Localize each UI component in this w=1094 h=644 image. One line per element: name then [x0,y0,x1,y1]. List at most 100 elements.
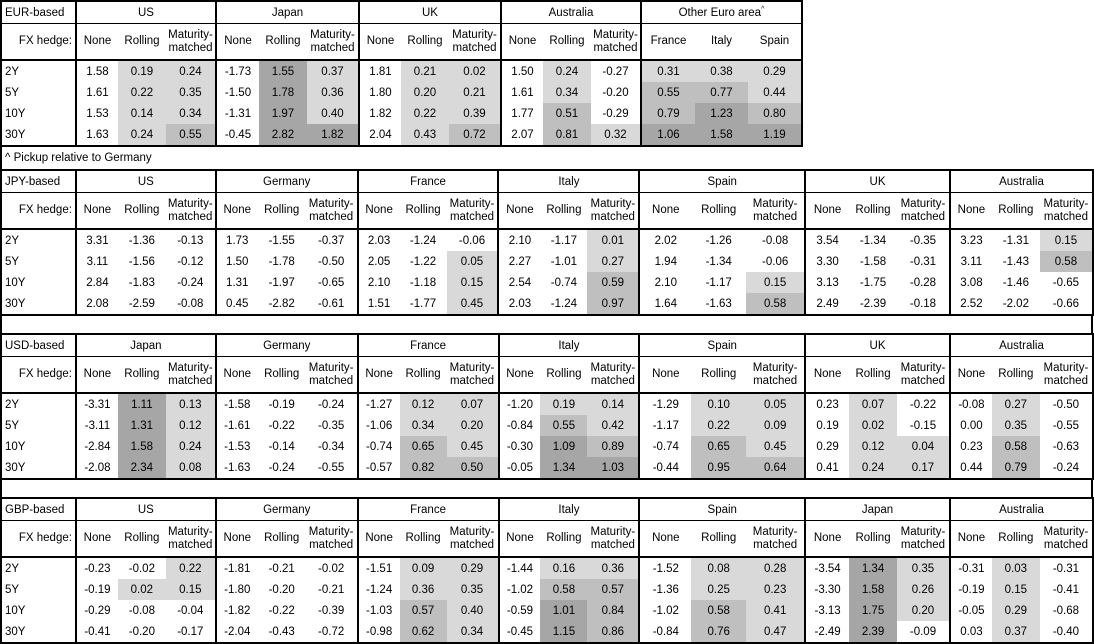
value-cell: 0.04 [897,436,950,457]
value-cell: 0.58 [746,293,806,315]
value-cell: 0.58 [1039,251,1093,272]
value-cell: 1.09 [540,436,588,457]
value-cell: 1.51 [356,293,400,315]
hedge-col-header: Maturity-matched [897,520,950,558]
tenor-label: 30Y [1,293,77,315]
country-header: France [356,334,499,357]
value-cell: 3.54 [804,229,850,251]
country-name: Australia [999,503,1044,516]
table-usd-based: USD-based Japan Germany France Italy Spain UK A… [0,333,1094,480]
value-cell: 0.45 [446,436,499,457]
country-name: Italy [558,339,580,352]
hedge-col-header: None [358,23,401,61]
hedge-col-header: Maturity-matched [165,356,216,394]
value-cell: 0.35 [897,557,950,579]
hedge-col-header: Maturity-matched [897,356,950,394]
country-header: Australia [948,334,1093,357]
country-header: Spain [638,334,806,357]
value-cell: 0.32 [591,124,641,146]
country-header: Italy [497,334,640,357]
country-header: UK [358,1,501,24]
value-cell: 0.09 [746,415,806,436]
value-cell: 0.23 [804,393,850,415]
hedge-col-header: None [356,520,400,558]
value-cell: -0.43 [268,625,295,638]
value-cell: 0.34 [446,621,499,643]
country-name: Italy [558,503,580,516]
block-label: EUR-based [1,1,77,24]
value-cell: -0.19 [74,579,118,600]
value-cell: -0.22 [268,604,295,617]
value-cell: 0.86 [587,621,640,643]
hedge-col-header: Rolling [991,520,1040,558]
value-cell: 0.12 [399,393,447,415]
hedge-col-header: Rolling [991,192,1040,230]
value-cell: 3.08 [948,272,992,293]
tenor-label: 30Y [1,124,77,146]
value-cell: 0.28 [746,557,806,579]
country-header: Japan [215,1,359,24]
value-cell: -0.02 [128,562,155,575]
value-cell: 0.40 [446,600,499,621]
value-cell: -0.20 [128,625,155,638]
hedge-col-header: Rolling [399,356,447,394]
value-cell: -1.26 [705,234,732,247]
country-header: France [356,498,499,521]
value-cell: 0.95 [691,457,747,479]
hedge-col-header: None [638,520,692,558]
value-cell: 1.77 [500,103,543,124]
value-cell: 1.58 [849,579,897,600]
value-cell: -2.84 [74,436,118,457]
tenor-label: 5Y [1,579,77,600]
data-row: 10Y -2.84 1.58 0.24 -1.53 -0.14 -0.34 -0.74 0.65… [1,436,1093,457]
country-header-row: EUR-based US Japan UK Australia Other Euro ar… [1,1,802,24]
value-cell: -1.31 [1002,234,1029,247]
country-name: Germany [263,503,311,516]
value-cell: 0.97 [587,293,640,315]
value-cell: -0.35 [318,419,345,432]
value-cell: -1.97 [268,276,295,289]
value-cell: 0.72 [449,124,501,146]
hedge-col-header: None [356,356,400,394]
value-cell: -1.03 [356,600,400,621]
hedge-col-header: None [948,356,992,394]
value-cell: 0.27 [587,251,640,272]
hedge-col-header: Maturity-matched [446,192,499,230]
value-cell: -1.01 [550,255,577,268]
value-cell: -2.39 [859,297,887,310]
value-cell: 0.13 [165,393,216,415]
value-cell: -1.51 [356,557,400,579]
country-header: France [356,170,499,193]
hedge-col-header: Rolling [691,356,747,394]
value-cell: 0.08 [165,457,216,479]
value-cell: 0.15 [991,579,1040,600]
fx-hedge-label: FX hedge: [1,520,77,558]
hedge-col-header: None [74,356,118,394]
tenor-label: 2Y [1,557,77,579]
value-cell: 2.10 [497,229,541,251]
country-header-row: USD-based Japan Germany France Italy Spain UK A… [1,334,1093,357]
data-row: 2Y 1.58 0.19 0.24 -1.73 1.55 0.37 1.81 0.21 0.02 1… [1,60,802,82]
value-cell: 1.53 [75,103,118,124]
value-cell: 0.76 [691,621,747,643]
table-jpy-based: JPY-based US Germany France Italy Spain UK Aust… [0,169,1094,316]
value-cell: -0.57 [356,457,400,479]
value-cell: 1.78 [259,82,307,103]
value-cell: 2.34 [117,457,166,479]
value-cell: -2.82 [268,297,295,310]
tenor-label: 2Y [1,229,77,251]
value-cell: 0.58 [991,436,1040,457]
value-cell: 0.35 [166,82,216,103]
value-cell: -0.66 [1052,297,1080,310]
value-cell: 0.01 [587,229,640,251]
data-row: 5Y -3.11 1.31 0.12 -1.61 -0.22 -0.35 -1.06 0.34 0… [1,415,1093,436]
hedge-header-row: FX hedge: None Rolling Maturity-matched None… [1,520,1093,558]
hedge-col-header: France [640,23,695,61]
block-label: JPY-based [1,170,77,193]
value-cell: 0.20 [446,415,499,436]
value-cell: -0.72 [318,625,345,638]
value-cell: 2.08 [74,293,118,315]
country-name: France [410,503,446,516]
value-cell: 3.11 [74,251,118,272]
value-cell: -0.41 [1052,583,1080,596]
